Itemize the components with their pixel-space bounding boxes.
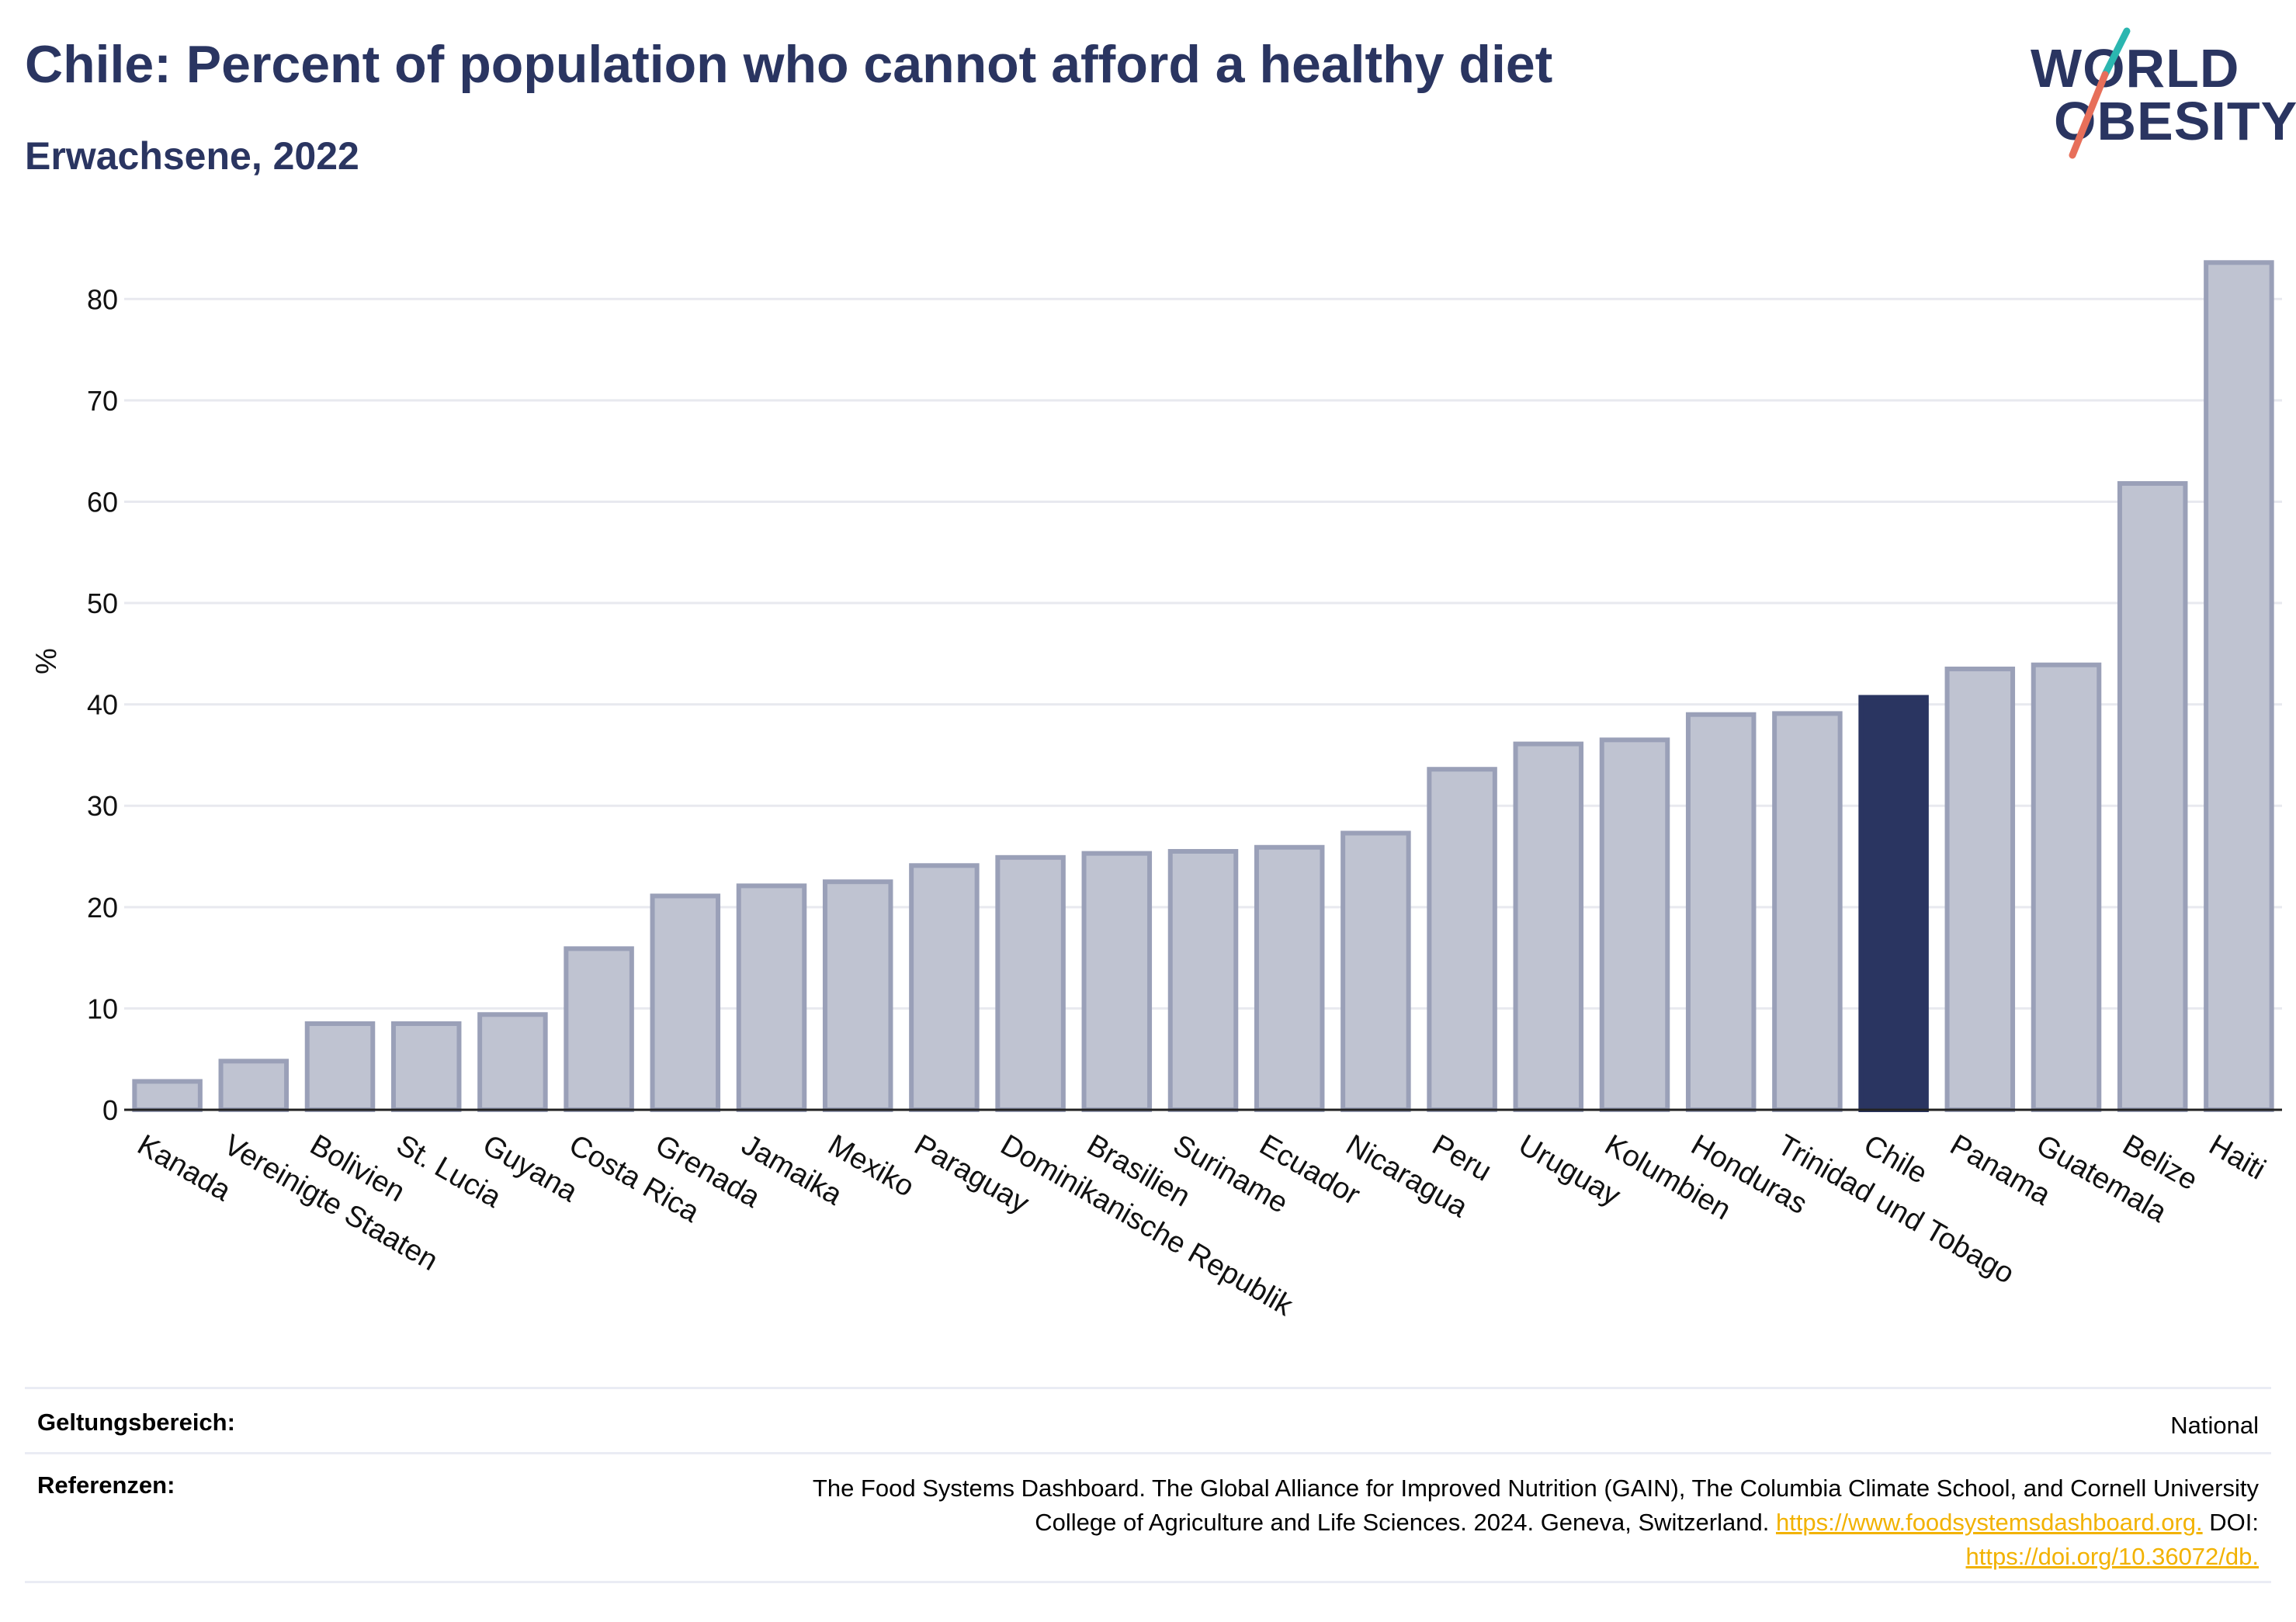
logo-word-1: WORLD	[2031, 38, 2240, 99]
footer-divider-mid	[25, 1452, 2271, 1454]
dashboard-link[interactable]: https://www.foodsystemsdashboard.org.	[1775, 1509, 2203, 1536]
chart-title: Chile: Percent of population who cannot …	[25, 35, 1553, 94]
doi-link[interactable]: https://doi.org/10.36072/db.	[1965, 1543, 2259, 1570]
y-tick-label: 60	[87, 486, 118, 518]
bar	[909, 863, 980, 1112]
bar	[1685, 712, 1757, 1112]
y-tick-label: 50	[87, 587, 118, 619]
y-tick-label: 30	[87, 790, 118, 822]
bar	[822, 879, 893, 1113]
y-tick-label: 20	[87, 892, 118, 924]
x-tick-label: Haiti	[2204, 1128, 2271, 1186]
bar	[1513, 741, 1584, 1112]
bar	[2117, 480, 2188, 1112]
refs-line-1: The Food Systems Dashboard. The Global A…	[812, 1475, 2259, 1502]
bar	[218, 1059, 290, 1112]
bar	[1340, 830, 1411, 1113]
bar	[1254, 844, 1325, 1113]
footer-divider-top	[25, 1387, 2271, 1389]
x-tick-label: Kanada	[132, 1128, 237, 1208]
bar	[995, 854, 1066, 1113]
chart-subtitle: Erwachsene, 2022	[25, 134, 359, 178]
bar	[2031, 662, 2102, 1112]
y-axis-label: %	[30, 648, 63, 674]
bar	[1772, 711, 1843, 1113]
bar	[564, 946, 634, 1113]
refs-line-3: https://doi.org/10.36072/db.	[813, 1540, 2259, 1574]
bar	[132, 1079, 203, 1113]
scope-label: Geltungsbereich:	[37, 1409, 235, 1436]
bar	[1599, 737, 1670, 1113]
bar	[650, 893, 721, 1113]
bar	[1427, 767, 1497, 1112]
bar	[2204, 260, 2274, 1112]
y-tick-label: 0	[102, 1094, 118, 1126]
bar	[1081, 851, 1153, 1113]
bar	[1858, 695, 1929, 1112]
bar	[1944, 666, 2016, 1112]
world-obesity-logo: WORLD OBESITY	[2018, 23, 2296, 163]
doi-label: DOI:	[2209, 1509, 2259, 1536]
y-tick-label: 40	[87, 689, 118, 721]
footer-scope-row: Geltungsbereich: National	[25, 1409, 2271, 1447]
y-tick-label: 10	[87, 993, 118, 1024]
bar	[736, 883, 807, 1113]
bar	[477, 1012, 548, 1113]
y-tick-label: 80	[87, 283, 118, 315]
footer-divider-bottom	[25, 1581, 2271, 1583]
refs-line-2-text: College of Agriculture and Life Sciences…	[1035, 1509, 1770, 1536]
bar	[1167, 849, 1239, 1112]
bar	[390, 1021, 462, 1112]
scope-value: National	[2170, 1412, 2259, 1439]
bar	[304, 1021, 376, 1112]
y-tick-label: 70	[87, 385, 118, 417]
footer-refs-row: Referenzen: The Food Systems Dashboard. …	[25, 1471, 2271, 1580]
refs-text: The Food Systems Dashboard. The Global A…	[813, 1471, 2259, 1574]
refs-line-2: College of Agriculture and Life Sciences…	[813, 1506, 2259, 1540]
logo-slash-icon	[2069, 27, 2131, 159]
refs-label: Referenzen:	[37, 1471, 175, 1499]
